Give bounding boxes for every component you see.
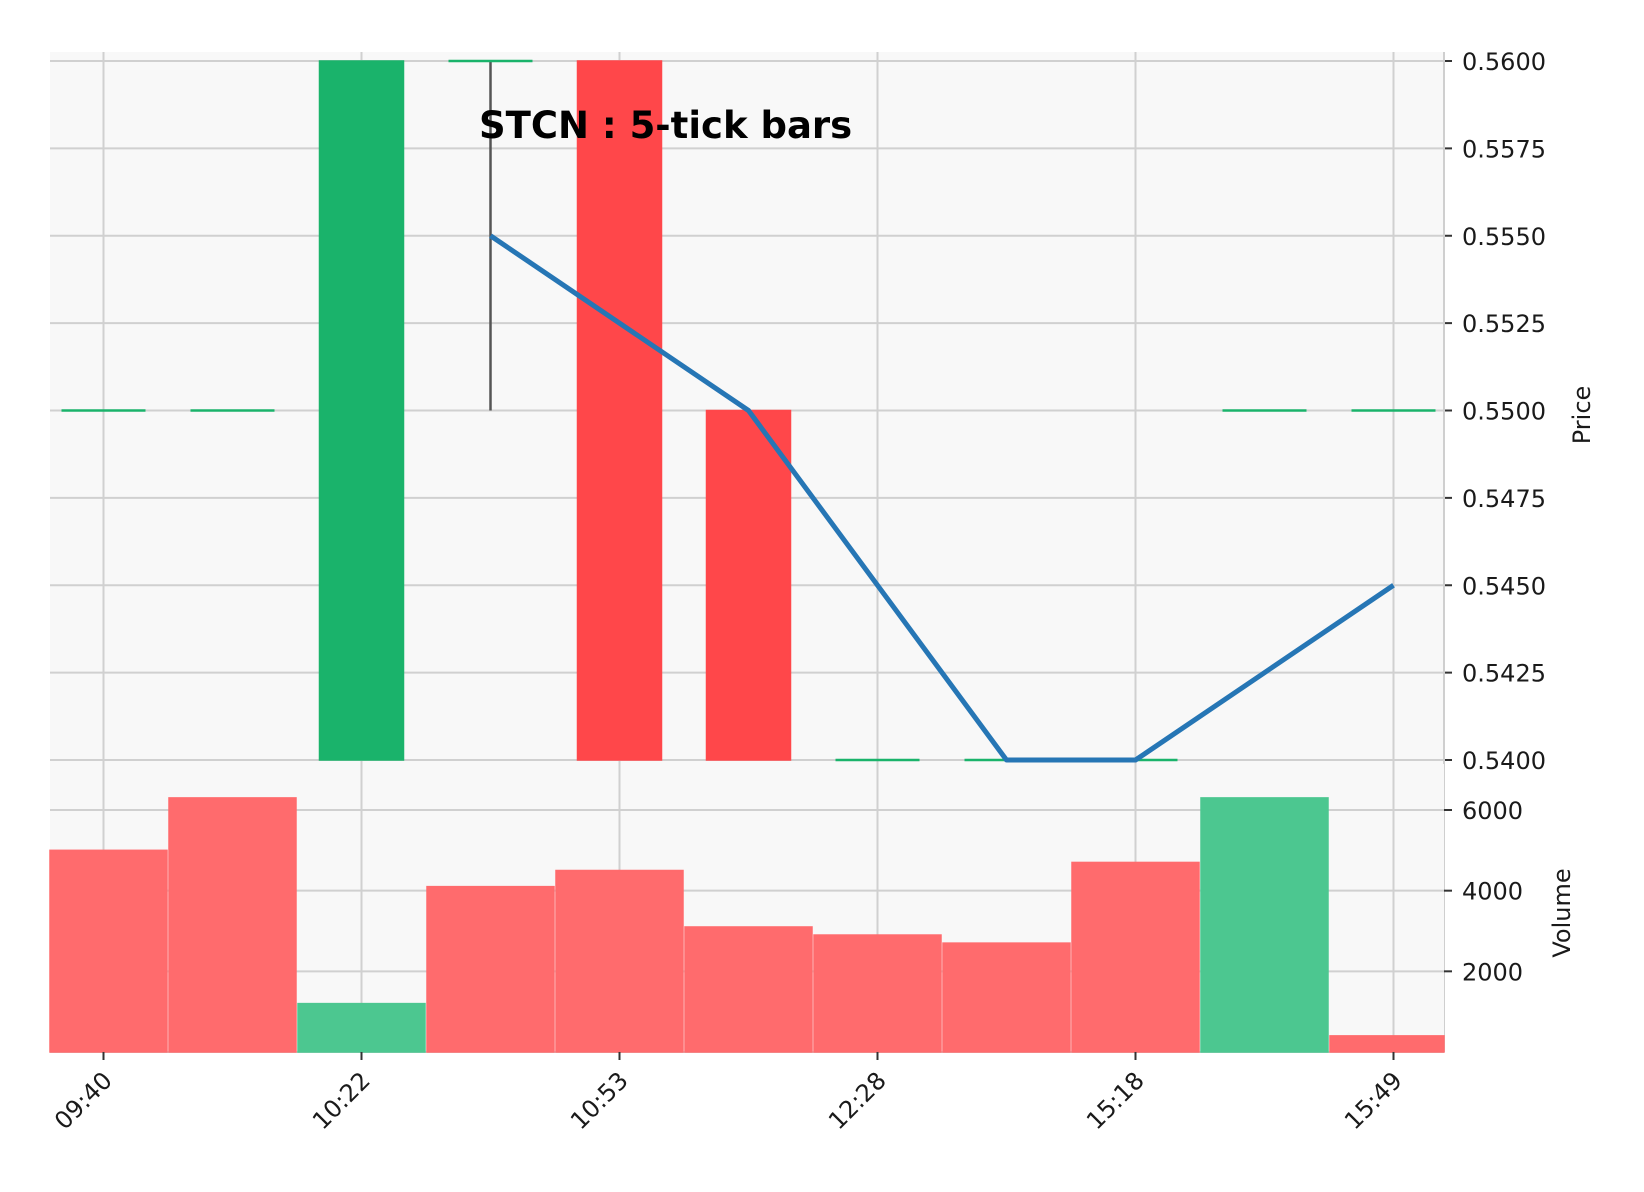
candle-body [705,409,792,761]
price-tick-label: 0.5550 [1462,223,1546,251]
price-tick-label: 0.5475 [1462,485,1546,513]
price-tick-label: 0.5525 [1462,310,1546,338]
volume-bar [1200,797,1329,1053]
price-tick-label: 0.5425 [1462,660,1546,688]
price-tick-label: 0.5400 [1462,747,1546,775]
x-tick-label: 09:40 [49,1066,118,1135]
volume-bar [555,869,684,1053]
candle-body [318,60,405,761]
x-axis: 09:40 10:22 10:53 12:28 15:18 15:49 [49,1052,1408,1135]
chart-title: STCN : 5-tick bars [479,104,852,147]
x-tick-label: 10:53 [565,1066,634,1135]
price-tick-label: 0.5500 [1462,398,1546,426]
x-tick-label: 12:28 [823,1066,892,1135]
x-tick-label: 15:49 [1339,1066,1408,1135]
price-panel: 0.5400 0.5425 0.5450 0.5475 0.5500 0.5525 0.55… [50,48,1546,1052]
volume-tick-label: 2000 [1462,958,1523,986]
volume-bar [1329,1035,1445,1053]
line-series [489,233,1395,763]
volume-panel: 2000 4000 6000 [49,764,1523,1053]
candle-body [576,60,663,761]
volume-bar [813,934,942,1053]
volume-bar [684,926,813,1053]
x-tick-label: 15:18 [1081,1066,1150,1135]
volume-bar [1071,861,1200,1053]
volume-bar [297,1002,426,1053]
volume-tick-label: 6000 [1462,797,1523,825]
price-tick-label: 0.5575 [1462,135,1546,163]
volume-bar [942,942,1071,1053]
volume-bar [426,885,555,1053]
x-tick-label: 10:22 [307,1066,376,1135]
volume-bar [49,849,168,1053]
price-tick-label: 0.5450 [1462,572,1546,600]
volume-bar [168,797,297,1053]
price-tick-label: 0.5600 [1462,48,1546,76]
price-axis-label: Price [1568,386,1596,445]
volume-axis-label: Volume [1548,868,1576,957]
volume-tick-label: 4000 [1462,878,1523,906]
